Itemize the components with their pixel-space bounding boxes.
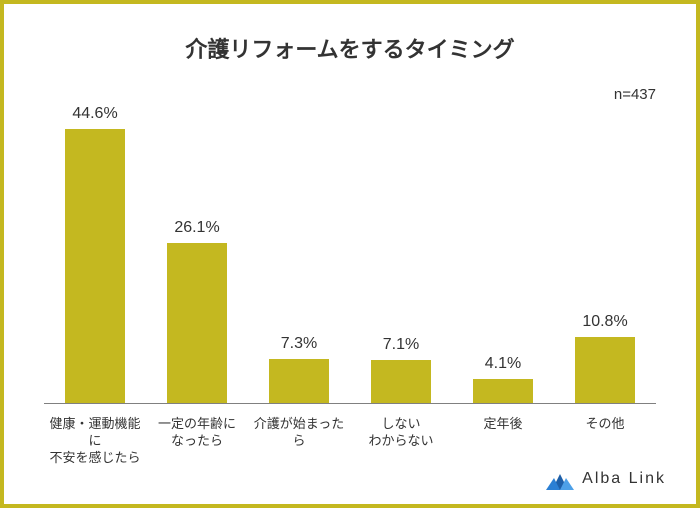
- bar: [371, 360, 431, 404]
- category-label: 一定の年齢に なったら: [147, 416, 247, 467]
- bar-value-label: 7.1%: [383, 336, 419, 354]
- bar-value-label: 7.3%: [281, 335, 317, 353]
- logo-text: Alba Link: [582, 470, 666, 488]
- category-labels-row: 健康・運動機能に 不安を感じたら一定の年齢に なったら介護が始まったらしない わ…: [44, 416, 656, 467]
- x-axis-line: [44, 403, 656, 404]
- bar-value-label: 4.1%: [485, 355, 521, 373]
- category-label: その他: [555, 416, 655, 467]
- logo-icon: [546, 468, 574, 490]
- bar-group: 44.6%: [45, 105, 145, 404]
- bar-group: 7.3%: [249, 335, 349, 404]
- sample-size-label: n=437: [614, 86, 656, 103]
- category-label: 定年後: [453, 416, 553, 467]
- chart-plot-area: 44.6% 26.1% 7.3% 7.1% 4.1% 10.8%: [44, 104, 656, 404]
- bar: [167, 243, 227, 404]
- bar-value-label: 26.1%: [174, 219, 219, 237]
- bar-group: 10.8%: [555, 313, 655, 404]
- bar: [269, 359, 329, 404]
- bar-value-label: 44.6%: [72, 105, 117, 123]
- bar-value-label: 10.8%: [582, 313, 627, 331]
- bar: [473, 379, 533, 404]
- bar-group: 4.1%: [453, 355, 553, 404]
- category-label: 介護が始まったら: [249, 416, 349, 467]
- bar-group: 7.1%: [351, 336, 451, 404]
- category-label: しない わからない: [351, 416, 451, 467]
- chart-container: 介護リフォームをするタイミング n=437 44.6% 26.1% 7.3% 7.1%…: [0, 0, 700, 508]
- bars-row: 44.6% 26.1% 7.3% 7.1% 4.1% 10.8%: [44, 104, 656, 404]
- bar: [575, 337, 635, 404]
- bar: [65, 129, 125, 404]
- category-label: 健康・運動機能に 不安を感じたら: [45, 416, 145, 467]
- brand-logo: Alba Link: [546, 468, 666, 490]
- bar-group: 26.1%: [147, 219, 247, 404]
- chart-title: 介護リフォームをするタイミング: [4, 32, 696, 64]
